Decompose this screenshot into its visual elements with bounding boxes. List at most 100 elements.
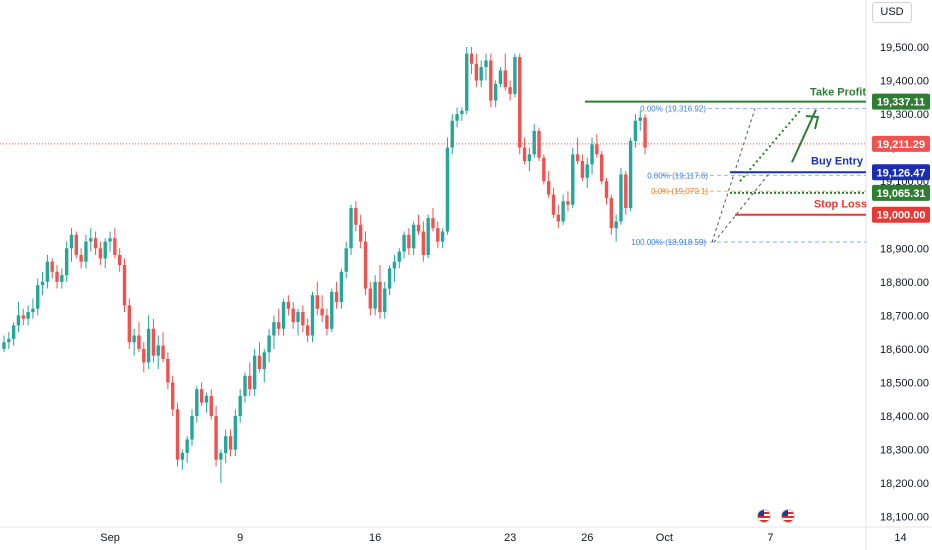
candle-body	[479, 67, 483, 81]
candle-body	[272, 322, 276, 336]
annotations: 0.00% (19,316.92) 0.00% (19,117.6) 0.0% (1…	[0, 87, 867, 247]
candle-body	[2, 342, 6, 349]
candle-body	[392, 261, 397, 269]
candle-body	[74, 234, 78, 255]
candle-body	[113, 238, 117, 255]
current-price-tag-label: 19,211.29	[877, 139, 925, 151]
candle-body	[325, 315, 329, 329]
price-axis[interactable]: 18,100.00 18,200.00 18,300.00 18,400.00 18,5…	[872, 42, 930, 524]
candle-body	[469, 53, 474, 64]
date-tick-label: 9	[237, 532, 243, 544]
price-tick-label: 19,500.00	[880, 42, 929, 54]
candle-body	[546, 181, 551, 195]
candle-body	[267, 335, 271, 353]
candle-body	[185, 439, 189, 453]
buy-entry-tag-label: 19,126.47	[877, 167, 926, 179]
candle-body	[199, 389, 204, 403]
us-flag-icon[interactable]	[757, 509, 771, 523]
candle-body	[445, 147, 450, 232]
candle-body	[474, 63, 479, 81]
fib-diagonal	[713, 172, 771, 243]
candle-body	[513, 57, 517, 94]
candle-body	[397, 251, 401, 262]
fib-diagonal	[711, 108, 756, 243]
candle-body	[50, 261, 54, 272]
candle-body	[171, 382, 175, 410]
price-tick-label: 18,100.00	[880, 512, 929, 524]
candle-body	[638, 117, 642, 121]
candle-body	[349, 208, 353, 249]
candles	[2, 46, 647, 484]
candle-body	[571, 154, 575, 205]
date-tick-label: 14	[894, 532, 906, 544]
candle-body	[175, 409, 180, 460]
time-axis[interactable]: Sep 9 16 23 26 Oct 7 14	[100, 532, 906, 544]
candle-body	[146, 328, 151, 363]
take-profit-tag-label: 19,337.11	[877, 97, 925, 109]
candle-body	[368, 288, 373, 309]
candle-body	[127, 305, 132, 343]
price-tick-label: 18,700.00	[880, 310, 929, 322]
candle-body	[498, 70, 503, 84]
candle-body	[604, 181, 609, 198]
candle-body	[421, 231, 426, 255]
candle-body	[238, 395, 242, 417]
price-tick-label: 18,400.00	[880, 411, 929, 423]
fib-level-label: 100.00% (18,918.59)	[631, 238, 706, 247]
candle-body	[330, 291, 334, 329]
candle-body	[281, 301, 286, 329]
candle-body	[161, 345, 165, 359]
candle-body	[585, 164, 589, 178]
take-profit-label: Take Profit	[810, 87, 866, 99]
candle-body	[426, 218, 430, 255]
candle-body	[354, 208, 358, 225]
candle-body	[190, 416, 194, 440]
candle-body	[575, 154, 580, 162]
stop-loss-tag	[872, 206, 930, 223]
candle-body	[450, 120, 454, 148]
us-flag-icon[interactable]	[781, 509, 795, 523]
candle-body	[26, 312, 30, 319]
price-tick-label: 18,200.00	[880, 478, 929, 490]
candle-body	[590, 144, 594, 165]
candle-body	[277, 322, 281, 329]
candle-body	[358, 224, 363, 242]
candle-body	[609, 197, 614, 229]
currency-selector[interactable]: USD	[872, 2, 912, 23]
candle-body	[108, 238, 112, 242]
price-tick-label: 18,900.00	[880, 243, 929, 255]
support-tag-label: 19,065.31	[877, 188, 926, 200]
price-tick-label: 19,300.00	[880, 109, 929, 121]
candle-body	[493, 83, 498, 101]
date-tick-label: Sep	[100, 532, 120, 544]
candle-body	[7, 338, 11, 343]
take-profit-tag	[872, 93, 930, 110]
fib-level-label: 0.0% (19,070.1)	[651, 187, 708, 196]
candle-body	[643, 117, 647, 148]
candle-body	[387, 268, 392, 289]
candle-body	[566, 201, 570, 205]
candle-body	[137, 335, 141, 349]
projection-arrow-head	[805, 115, 820, 130]
candle-body	[619, 174, 623, 222]
candle-body	[465, 53, 469, 111]
candle-body	[142, 348, 146, 363]
date-tick-label: Oct	[656, 532, 673, 544]
candle-body	[301, 312, 305, 326]
candle-body	[436, 228, 440, 242]
candle-body	[489, 60, 493, 101]
candle-body	[431, 218, 435, 229]
current-price-tag	[872, 135, 930, 152]
candle-body	[204, 395, 209, 403]
candle-body	[36, 285, 40, 309]
candle-body	[21, 315, 25, 319]
candle-body	[305, 325, 310, 336]
fib-level-label: 0.00% (19,316.92)	[640, 104, 706, 113]
candle-body	[132, 335, 136, 343]
price-tick-label: 19,400.00	[880, 76, 929, 88]
candle-body	[556, 214, 560, 222]
candle-body	[503, 70, 507, 88]
candle-body	[219, 452, 223, 460]
